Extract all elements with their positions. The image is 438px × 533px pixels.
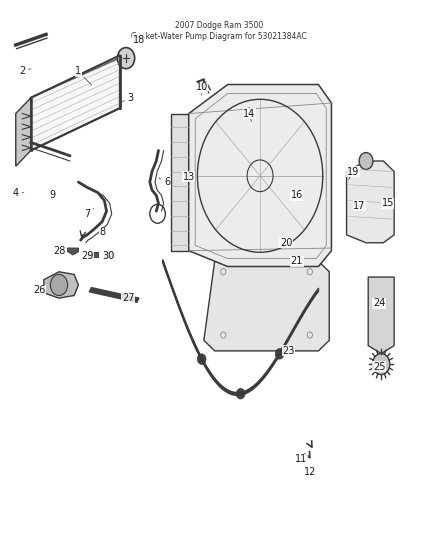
Text: 13: 13: [183, 172, 195, 182]
Text: 8: 8: [99, 227, 105, 237]
Polygon shape: [104, 252, 114, 257]
Text: 7: 7: [84, 208, 94, 219]
Circle shape: [275, 349, 284, 359]
Text: 29: 29: [81, 251, 93, 261]
Text: 21: 21: [291, 256, 303, 266]
Text: 24: 24: [373, 298, 385, 309]
Polygon shape: [16, 98, 31, 166]
Text: 27: 27: [122, 293, 134, 303]
Text: 16: 16: [291, 190, 303, 200]
Text: 20: 20: [280, 238, 292, 248]
Circle shape: [359, 152, 373, 169]
Text: 25: 25: [373, 362, 385, 372]
Circle shape: [235, 123, 239, 128]
Polygon shape: [67, 248, 78, 255]
Text: 2007 Dodge Ram 3500
Gasket-Water Pump Diagram for 53021384AC: 2007 Dodge Ram 3500 Gasket-Water Pump Di…: [131, 21, 307, 41]
Text: 30: 30: [102, 251, 115, 261]
Text: 28: 28: [53, 246, 70, 256]
Polygon shape: [44, 272, 78, 298]
Text: 23: 23: [282, 346, 294, 356]
Text: 2: 2: [19, 66, 31, 76]
Text: 17: 17: [353, 201, 366, 211]
Text: 14: 14: [243, 109, 255, 122]
Polygon shape: [189, 85, 332, 266]
Text: 9: 9: [49, 190, 56, 200]
Text: 18: 18: [133, 35, 145, 45]
Text: 12: 12: [304, 467, 316, 477]
Circle shape: [117, 47, 134, 69]
Polygon shape: [31, 58, 120, 150]
Text: 26: 26: [33, 285, 46, 295]
Circle shape: [236, 389, 245, 399]
Polygon shape: [204, 261, 329, 351]
Text: 11: 11: [295, 454, 307, 464]
Text: 15: 15: [381, 198, 394, 208]
Text: 1: 1: [75, 66, 92, 85]
Polygon shape: [171, 114, 189, 251]
Text: 19: 19: [347, 166, 359, 180]
Polygon shape: [88, 252, 98, 257]
Polygon shape: [346, 161, 394, 243]
Circle shape: [198, 354, 206, 365]
Circle shape: [50, 274, 67, 295]
Polygon shape: [368, 277, 394, 353]
Text: 6: 6: [159, 177, 170, 187]
Text: 4: 4: [13, 188, 24, 198]
Circle shape: [372, 353, 390, 375]
Text: 3: 3: [122, 93, 134, 103]
Polygon shape: [89, 288, 139, 302]
Text: 10: 10: [196, 82, 208, 95]
Circle shape: [287, 195, 294, 203]
